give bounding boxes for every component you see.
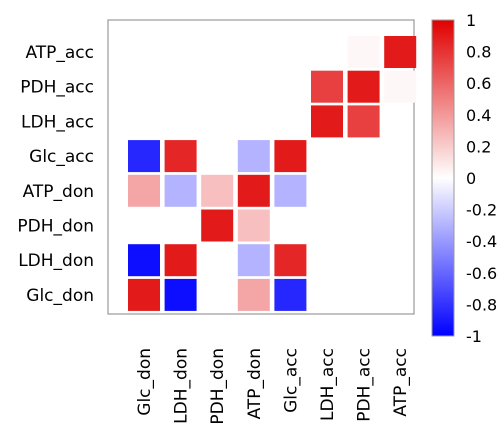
heatmap-cell — [128, 278, 160, 311]
column-label: LDH_don — [172, 348, 192, 424]
colorbar-tick-label: 0.4 — [466, 106, 491, 125]
heatmap-cell — [274, 244, 307, 277]
heatmap-cell — [237, 174, 270, 207]
row-label: Glc_acc — [29, 147, 94, 167]
heatmap-cell — [347, 70, 380, 103]
row-label: PDH_don — [17, 217, 94, 237]
heatmap-cell — [164, 244, 197, 277]
column-label: Glc_acc — [281, 348, 301, 413]
heatmap-cell — [347, 105, 380, 138]
heatmap-cell — [237, 244, 270, 277]
row-label: LDH_acc — [21, 112, 94, 132]
colorbar-tick-label: -0.6 — [466, 264, 497, 283]
heatmap-cell — [347, 36, 380, 68]
column-label: ATP_acc — [391, 348, 411, 417]
heatmap-cell — [311, 105, 343, 138]
column-labels: Glc_don LDH_don PDH_don ATP_don Glc_acc LDH_a… — [135, 348, 411, 425]
heatmap-cell — [237, 209, 270, 242]
heatmap-cell — [237, 278, 270, 311]
colorbar-gradient — [431, 19, 455, 337]
colorbar-tick-label: -0.4 — [466, 232, 497, 251]
heatmap-cell — [384, 36, 417, 68]
colorbar: 1 0.8 0.6 0.4 0.2 0 -0.2 -0.4 -0.6 -0.8 -1 — [431, 11, 497, 346]
heatmap-cells — [128, 36, 417, 311]
colorbar-tick-label: 0 — [466, 169, 476, 188]
row-label: PDH_acc — [20, 78, 94, 98]
row-label: ATP_don — [23, 182, 94, 202]
heatmap-cell — [384, 70, 417, 103]
column-label: PDH_don — [208, 348, 228, 425]
heatmap-cell — [274, 174, 307, 207]
column-label: Glc_don — [135, 348, 155, 416]
colorbar-tick-label: -1 — [466, 327, 482, 346]
heatmap-cell — [201, 174, 234, 207]
heatmap-cell — [128, 140, 160, 173]
colorbar-ticks: 1 0.8 0.6 0.4 0.2 0 -0.2 -0.4 -0.6 -0.8 -1 — [466, 11, 497, 346]
row-label: Glc_don — [26, 286, 94, 306]
heatmap-cell — [274, 278, 307, 311]
row-label: ATP_acc — [25, 43, 94, 63]
heatmap-cell — [311, 70, 343, 103]
colorbar-tick-label: -0.8 — [466, 295, 497, 314]
heatmap-cell — [164, 278, 197, 311]
column-label: LDH_acc — [318, 348, 338, 421]
heatmap-cell — [201, 209, 234, 242]
colorbar-tick-label: 1 — [466, 11, 476, 30]
colorbar-tick-label: 0.6 — [466, 74, 491, 93]
colorbar-tick-label: -0.2 — [466, 201, 497, 220]
heatmap-cell — [164, 140, 197, 173]
heatmap-cell — [164, 174, 197, 207]
column-label: ATP_don — [245, 348, 265, 419]
row-label: LDH_don — [18, 251, 94, 271]
colorbar-tick-label: 0.2 — [466, 137, 491, 156]
heatmap-cell — [237, 140, 270, 173]
heatmap-cell — [274, 140, 307, 173]
column-label: PDH_acc — [355, 348, 375, 422]
heatmap-panel — [107, 19, 417, 315]
heatmap-cell — [128, 174, 160, 207]
row-labels: ATP_acc PDH_acc LDH_acc Glc_acc ATP_don PDH_d… — [17, 43, 94, 306]
colorbar-tick-label: 0.8 — [466, 43, 491, 62]
heatmap-cell — [128, 244, 160, 277]
